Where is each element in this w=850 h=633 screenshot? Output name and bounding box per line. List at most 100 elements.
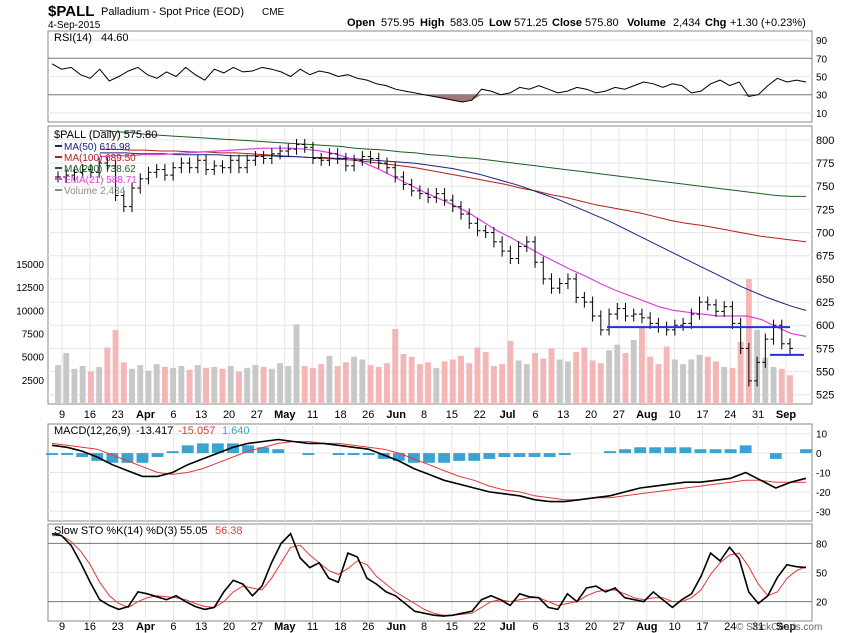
ohlc-bar bbox=[55, 171, 61, 183]
x-tick-label: Sep bbox=[776, 621, 796, 633]
macd-histogram-bar bbox=[619, 449, 631, 454]
x-tick-label: 20 bbox=[585, 409, 597, 421]
volume-bar bbox=[507, 340, 514, 404]
macd-value: -13.417 bbox=[136, 425, 173, 437]
ohlc-bar bbox=[573, 273, 580, 303]
volume-bar bbox=[318, 364, 325, 404]
ohlc-bar bbox=[474, 217, 481, 237]
volume-tick-label: 5000 bbox=[22, 353, 45, 364]
close-label: Close bbox=[552, 17, 582, 29]
volume-bar bbox=[762, 357, 769, 404]
volume-bar bbox=[704, 356, 711, 404]
volume-bar bbox=[630, 340, 637, 404]
x-tick-label: 8 bbox=[421, 621, 427, 633]
x-tick-label: 20 bbox=[223, 409, 235, 421]
volume-label: Volume bbox=[627, 17, 666, 29]
ohlc-bar bbox=[334, 148, 341, 164]
macd-histogram-bar bbox=[242, 445, 254, 454]
x-tick-label: 13 bbox=[557, 621, 569, 633]
volume-bar bbox=[482, 352, 489, 404]
volume-bar bbox=[104, 347, 111, 404]
price-tick-label: 750 bbox=[816, 181, 834, 193]
volume-bar bbox=[301, 366, 308, 404]
volume-bar bbox=[416, 364, 423, 404]
macd-histogram-bar bbox=[543, 453, 556, 457]
ohlc-bar bbox=[441, 188, 448, 206]
x-tick-label: 24 bbox=[724, 621, 736, 633]
ohlc-bar bbox=[112, 160, 119, 202]
volume-bar bbox=[384, 363, 390, 404]
ohlc-bar bbox=[227, 154, 234, 174]
ohlc-bar bbox=[589, 296, 596, 322]
sto-tick-label: 80 bbox=[816, 539, 828, 550]
ohlc-bar bbox=[754, 356, 761, 387]
x-axis-labels-lower: 9 16 23 Apr 6 13 20 27 May 11 18 26 Jun 8 15 22 Jul 6 13 20… bbox=[59, 621, 796, 633]
volume-bar bbox=[236, 371, 242, 404]
rsi-tick-label: 90 bbox=[816, 36, 828, 47]
macd-histogram-bar bbox=[739, 445, 752, 454]
macd-histogram-bar bbox=[800, 449, 812, 454]
volume-tick-label: 15000 bbox=[16, 260, 44, 271]
x-tick-label: 27 bbox=[251, 409, 263, 421]
macd-histogram-bar bbox=[46, 453, 58, 456]
macd-tick-label: 0 bbox=[816, 449, 822, 460]
volume-bar bbox=[129, 368, 135, 404]
exchange: CME bbox=[262, 7, 285, 18]
ohlc-bar bbox=[87, 163, 94, 178]
volume-bar bbox=[145, 370, 152, 404]
macd-histogram-bar bbox=[211, 443, 224, 454]
volume-bar bbox=[787, 375, 793, 404]
macd-histogram-bar bbox=[166, 451, 179, 454]
ohlc-bar bbox=[540, 256, 547, 285]
date: 4-Sep-2015 bbox=[48, 20, 101, 31]
instrument-name: Palladium - Spot Price (EOD) bbox=[101, 6, 244, 18]
x-tick-label: Jun bbox=[386, 621, 406, 633]
ma200-line bbox=[99, 130, 806, 197]
macd-histogram-bar bbox=[709, 449, 722, 454]
macd-histogram-bar bbox=[528, 453, 541, 457]
macd-histogram-bar bbox=[181, 445, 194, 454]
ohlc-bar bbox=[145, 166, 152, 185]
x-tick-label: 11 bbox=[307, 409, 318, 421]
ohlc-bar bbox=[244, 154, 251, 174]
ohlc-bar bbox=[778, 319, 785, 350]
ohlc-bar bbox=[120, 189, 127, 213]
ohlc-bar bbox=[408, 178, 415, 197]
x-tick-label: 27 bbox=[613, 621, 625, 633]
volume-bar bbox=[310, 367, 316, 404]
macd-histogram-bar bbox=[423, 453, 435, 463]
macd-histogram-bar bbox=[649, 447, 662, 454]
ohlc-bar bbox=[186, 157, 193, 174]
ohlc-bar bbox=[614, 302, 621, 320]
volume-bar bbox=[203, 367, 209, 404]
ohlc-bar bbox=[556, 277, 563, 294]
macd-histogram-bar bbox=[769, 453, 782, 459]
macd-histogram-bar bbox=[453, 453, 466, 461]
chg-value: +1.30 (+0.23%) bbox=[730, 17, 806, 29]
x-tick-label: 27 bbox=[251, 621, 263, 633]
ohlc-bar bbox=[211, 160, 218, 176]
volume-bar bbox=[375, 366, 382, 404]
x-tick-label: 26 bbox=[362, 409, 374, 421]
low-value: 571.25 bbox=[514, 17, 548, 29]
volume-bar bbox=[639, 328, 645, 404]
x-tick-label: 6 bbox=[532, 409, 538, 421]
price-tick-label: 550 bbox=[816, 367, 834, 379]
x-tick-label: 15 bbox=[446, 409, 458, 421]
volume-bar bbox=[178, 366, 185, 404]
ohlc-bar bbox=[260, 151, 267, 164]
x-tick-label: 17 bbox=[696, 621, 708, 633]
volume-bar bbox=[153, 364, 160, 404]
volume-bar bbox=[581, 347, 588, 404]
macd-histogram-bar bbox=[498, 453, 511, 457]
volume-bar bbox=[458, 355, 464, 404]
symbol: $PALL bbox=[48, 3, 94, 20]
macd-label: MACD(12,26,9) bbox=[54, 425, 130, 437]
volume-bar bbox=[55, 365, 61, 404]
ohlc-bar bbox=[721, 301, 728, 317]
volume-bar bbox=[227, 366, 234, 404]
ohlc-bar bbox=[564, 273, 571, 290]
macd-histogram-bar bbox=[558, 453, 571, 456]
x-tick-label: 17 bbox=[696, 409, 708, 421]
x-tick-label: 9 bbox=[59, 621, 65, 633]
